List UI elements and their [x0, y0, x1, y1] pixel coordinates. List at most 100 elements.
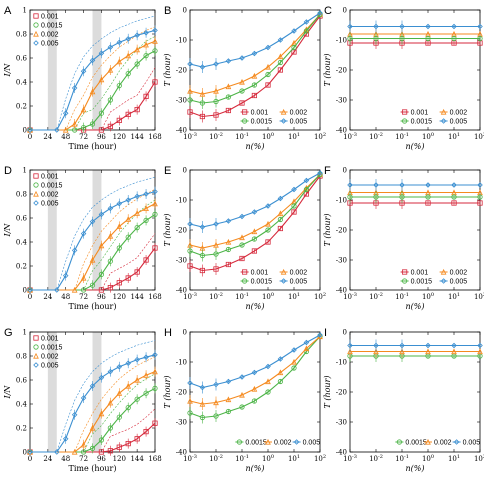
legend-label: 0.005 — [450, 119, 468, 126]
legend-marker — [33, 352, 39, 359]
series-upper-band — [30, 15, 156, 131]
legend-label: 0.0015 — [41, 183, 63, 190]
data-point — [134, 210, 140, 216]
x-tick-label: 102 — [474, 132, 484, 141]
y-axis-label: I/N — [3, 385, 12, 400]
plot-frame — [349, 331, 481, 453]
data-point — [107, 399, 114, 406]
data-point — [116, 444, 122, 450]
legend-label: 0.0015 — [251, 119, 273, 126]
shaded-region — [92, 10, 102, 130]
x-tick-label: 10-1 — [395, 292, 409, 301]
data-point — [225, 107, 232, 114]
data-point — [347, 182, 353, 188]
legend-label: 0.002 — [274, 440, 292, 447]
x-tick-label: 24 — [43, 455, 52, 463]
data-point — [291, 203, 297, 209]
panel-e: E 10-3 10-2 10-1 100 101 102 -40 -30 -20 -10 0 n(%) T… — [163, 165, 326, 311]
y-tick-label: -30 — [336, 257, 347, 265]
panel-label: I — [324, 327, 327, 339]
data-point — [107, 448, 113, 454]
panel-label: F — [324, 165, 331, 177]
data-point — [399, 182, 405, 188]
legend-label: 0.002 — [434, 440, 452, 447]
data-point — [98, 242, 105, 249]
legend-marker — [280, 278, 287, 284]
data-point — [291, 186, 297, 193]
data-point — [89, 445, 96, 451]
data-point — [225, 261, 232, 268]
data-point — [125, 382, 132, 389]
series-0.005 — [187, 170, 323, 233]
y-tick-label: -10 — [336, 359, 347, 367]
y-axis-label: T (hour) — [323, 375, 332, 408]
series-0.002 — [187, 333, 323, 410]
series-line — [30, 387, 156, 453]
shaded-region — [92, 332, 102, 452]
series-0.005 — [27, 176, 158, 293]
data-point — [125, 71, 131, 77]
data-point — [134, 396, 140, 402]
data-point — [239, 55, 245, 61]
x-tick-label: 168 — [148, 133, 161, 141]
y-tick-label: -20 — [336, 67, 347, 75]
data-point — [116, 223, 123, 230]
data-point — [98, 110, 105, 116]
data-point — [225, 83, 232, 90]
y-tick-label: 0 — [23, 127, 27, 135]
data-point — [373, 342, 379, 349]
data-point — [317, 332, 323, 338]
data-point — [134, 436, 140, 442]
y-tick-label: -40 — [336, 449, 347, 457]
data-point — [98, 271, 105, 277]
data-point — [152, 200, 158, 207]
x-tick-label: 10-2 — [369, 292, 383, 301]
data-point — [62, 436, 69, 442]
series-0.005 — [187, 332, 323, 394]
data-point — [143, 41, 149, 48]
legend-marker — [440, 108, 447, 115]
x-tick-label: 96 — [97, 455, 106, 463]
x-tick-label: 101 — [448, 292, 460, 301]
x-tick-label: 120 — [113, 293, 126, 301]
data-point — [347, 348, 353, 355]
data-point — [265, 71, 271, 78]
legend-label: 0.0015 — [41, 345, 63, 352]
data-point — [71, 85, 78, 91]
legend-label: 0.005 — [303, 440, 321, 447]
data-point — [71, 120, 78, 127]
shaded-region — [92, 170, 102, 290]
data-point — [239, 78, 245, 85]
x-tick-label: 10-2 — [209, 132, 223, 141]
x-tick-label: 10-3 — [343, 292, 357, 301]
y-tick-label: 0 — [343, 329, 347, 337]
legend-marker — [33, 200, 39, 206]
x-tick-label: 10-3 — [183, 454, 197, 463]
series-0.0015 — [27, 373, 158, 455]
data-point — [251, 209, 258, 215]
data-point — [199, 252, 206, 259]
x-axis-label: n(%) — [246, 302, 265, 311]
x-tick-label: 72 — [79, 293, 88, 301]
legend-label: 0.005 — [290, 279, 308, 286]
y-tick-label: -20 — [176, 389, 187, 397]
data-point — [451, 182, 457, 188]
data-point — [98, 76, 105, 83]
data-point — [134, 376, 140, 383]
data-point — [107, 368, 114, 375]
x-tick-label: 10-1 — [235, 132, 249, 141]
series-0.0015 — [347, 191, 483, 203]
y-tick-label: -10 — [176, 37, 187, 45]
data-point — [265, 227, 271, 233]
legend-marker — [33, 344, 39, 350]
y-tick-label: 0.2 — [16, 103, 27, 111]
x-tick-label: 72 — [79, 133, 88, 141]
legend-label: 0.005 — [450, 279, 468, 286]
data-point — [265, 389, 271, 395]
data-point — [54, 449, 60, 455]
series-0.0015 — [347, 32, 483, 45]
legend: 0.001 0.0015 0.002 0.005 — [33, 173, 63, 208]
x-tick-label: 0 — [28, 133, 32, 141]
y-tick-label: 0 — [343, 167, 347, 175]
